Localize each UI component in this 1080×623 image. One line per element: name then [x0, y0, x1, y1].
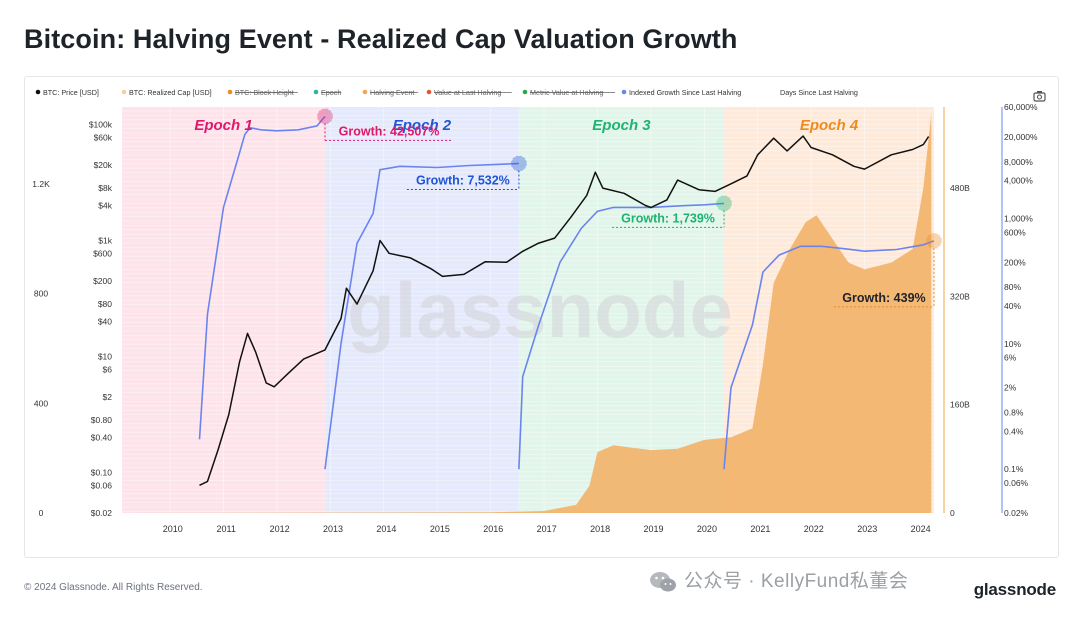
- legend-label: Days Since Last Halving: [780, 88, 858, 97]
- price-tick-label: $6: [103, 364, 113, 374]
- x-tick-label: 2017: [537, 524, 557, 534]
- halving-marker: [925, 232, 942, 249]
- days-tick-label: 400: [34, 398, 48, 408]
- price-line: [199, 135, 930, 486]
- price-tick-label: $8k: [98, 183, 112, 193]
- price-tick-label: $200: [93, 276, 112, 286]
- x-tick-label: 2022: [804, 524, 824, 534]
- price-tick-label: $0.40: [91, 433, 113, 443]
- price-tick-label: $0.80: [91, 415, 113, 425]
- growth-line-segment: [518, 202, 725, 470]
- legend-swatch: [35, 89, 41, 95]
- growth-tick-label: 0.8%: [1004, 408, 1024, 418]
- growth-line-segment: [324, 162, 519, 470]
- growth-label: Growth: 1,739%: [621, 211, 715, 225]
- growth-tick-label: 8,000%: [1004, 157, 1033, 167]
- halving-marker: [510, 155, 527, 172]
- x-tick-label: 2010: [163, 524, 183, 534]
- price-tick-label: $4k: [98, 201, 112, 211]
- growth-tick-label: 10%: [1004, 339, 1021, 349]
- legend-swatch: [362, 89, 368, 95]
- realized-cap-tick-label: 160B: [950, 400, 970, 410]
- growth-tick-label: 6%: [1004, 353, 1017, 363]
- price-tick-label: $2: [103, 392, 113, 402]
- growth-tick-label: 600%: [1004, 227, 1026, 237]
- chart-watermark: glassnode: [347, 266, 733, 354]
- chart-svg: glassnode Epoch 1 Epoch 2 Epoch 3 Epoch 4 G…: [32, 88, 1046, 534]
- epoch-label: Epoch 1: [194, 117, 252, 134]
- growth-label: Growth: 7,532%: [416, 173, 510, 187]
- legend-swatch: [313, 89, 319, 95]
- price-tick-label: $600: [93, 248, 112, 258]
- growth-tick-label: 80%: [1004, 282, 1021, 292]
- x-tick-label: 2014: [376, 524, 396, 534]
- days-tick-label: 0: [39, 508, 44, 518]
- growth-tick-label: 2%: [1004, 383, 1017, 393]
- price-tick-label: $0.02: [91, 508, 113, 518]
- growth-tick-label: 20,000%: [1004, 132, 1038, 142]
- legend-swatch: [522, 89, 528, 95]
- growth-tick-label: 4,000%: [1004, 176, 1033, 186]
- wechat-watermark-text: 公众号 · KellyFund私董会: [684, 571, 909, 592]
- x-tick-label: 2016: [483, 524, 503, 534]
- legend-label: Indexed Growth Since Last Halving: [629, 88, 741, 97]
- legend-swatch: [121, 89, 127, 95]
- legend-swatch: [426, 89, 432, 95]
- legend-swatch: [227, 89, 233, 95]
- wechat-icon: [650, 571, 676, 592]
- price-tick-label: $10: [98, 351, 112, 361]
- price-tick-label: $60k: [94, 132, 113, 142]
- legend-label: BTC: Price [USD]: [43, 88, 99, 97]
- price-tick-label: $80: [98, 299, 112, 309]
- growth-tick-label: 0.1%: [1004, 464, 1024, 474]
- halving-marker: [716, 195, 733, 212]
- growth-tick-label: 0.06%: [1004, 478, 1029, 488]
- chart-panel: glassnode Epoch 1 Epoch 2 Epoch 3 Epoch 4 G…: [24, 76, 1059, 558]
- growth-tick-label: 60,000%: [1004, 102, 1038, 112]
- copyright-text: © 2024 Glassnode. All Rights Reserved.: [24, 582, 203, 593]
- growth-label: Growth: 42,507%: [339, 124, 440, 138]
- epoch-label: Epoch 2: [393, 117, 452, 134]
- x-tick-label: 2013: [323, 524, 343, 534]
- x-tick-label: 2020: [697, 524, 717, 534]
- brand-logo: glassnode: [973, 580, 1056, 599]
- realized-cap-tick-label: 480B: [950, 183, 970, 193]
- x-tick-label: 2011: [216, 524, 235, 534]
- x-tick-label: 2023: [857, 524, 877, 534]
- growth-line-segment: [198, 115, 326, 440]
- price-tick-label: $1k: [98, 235, 112, 245]
- days-tick-label: 1.2K: [32, 179, 50, 189]
- growth-tick-label: 40%: [1004, 301, 1021, 311]
- price-tick-label: $100k: [89, 119, 113, 129]
- growth-label: Growth: 439%: [842, 291, 925, 305]
- realized-cap-area: [122, 113, 932, 514]
- growth-tick-label: 0.4%: [1004, 426, 1024, 436]
- wechat-watermark: 公众号 · KellyFund私董会: [648, 566, 908, 595]
- days-tick-label: 800: [34, 289, 48, 299]
- legend-swatch: [621, 89, 627, 95]
- camera-icon[interactable]: [1033, 91, 1046, 102]
- growth-tick-label: 0.02%: [1004, 508, 1029, 518]
- x-tick-label: 2021: [750, 524, 770, 534]
- x-tick-label: 2018: [590, 524, 610, 534]
- x-tick-label: 2012: [270, 524, 290, 534]
- realized-cap-tick-label: 0: [950, 508, 955, 518]
- legend-label: BTC: Realized Cap [USD]: [129, 88, 212, 97]
- growth-line-segment: [723, 240, 935, 470]
- x-tick-label: 2019: [644, 524, 664, 534]
- growth-tick-label: 200%: [1004, 257, 1026, 267]
- price-tick-label: $0.10: [91, 467, 113, 477]
- price-tick-label: $0.06: [91, 480, 113, 490]
- halving-marker: [316, 108, 333, 125]
- epoch-label: Epoch 4: [800, 117, 859, 134]
- realized-cap-tick-label: 320B: [950, 291, 970, 301]
- growth-tick-label: 1,000%: [1004, 213, 1033, 223]
- price-tick-label: $20k: [94, 160, 113, 170]
- x-tick-label: 2015: [430, 524, 450, 534]
- page-title: Bitcoin: Halving Event - Realized Cap Va…: [24, 24, 738, 54]
- x-tick-label: 2024: [911, 524, 931, 534]
- epoch-label: Epoch 3: [592, 117, 651, 134]
- price-tick-label: $40: [98, 317, 112, 327]
